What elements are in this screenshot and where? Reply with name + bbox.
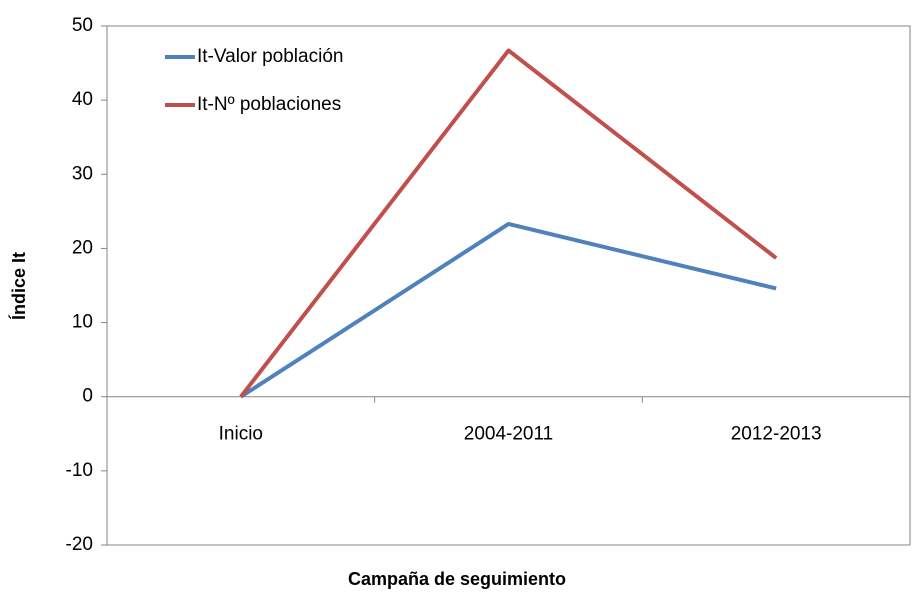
legend-label: It-Nº poblaciones (197, 94, 341, 115)
data-line (239, 221, 777, 399)
y-tick-label: 50 (72, 15, 93, 36)
data-line (239, 48, 778, 398)
y-tick-label: 20 (72, 237, 93, 258)
y-tick-label: 30 (72, 163, 93, 184)
y-tick-label: 10 (72, 312, 93, 333)
y-tick-label: 0 (82, 386, 93, 407)
x-tick-label: Inicio (219, 424, 263, 445)
y-tick-label: -20 (66, 534, 93, 555)
x-tick-label: 2012-2013 (731, 424, 822, 445)
y-tick-label: 40 (72, 89, 93, 110)
x-axis-title: Campaña de seguimiento (348, 569, 566, 589)
x-tick-label: 2004-2011 (464, 424, 553, 445)
y-axis-title: Índice It (8, 252, 29, 320)
y-tick-label: -10 (66, 460, 93, 481)
legend-label: It-Valor población (197, 46, 343, 67)
